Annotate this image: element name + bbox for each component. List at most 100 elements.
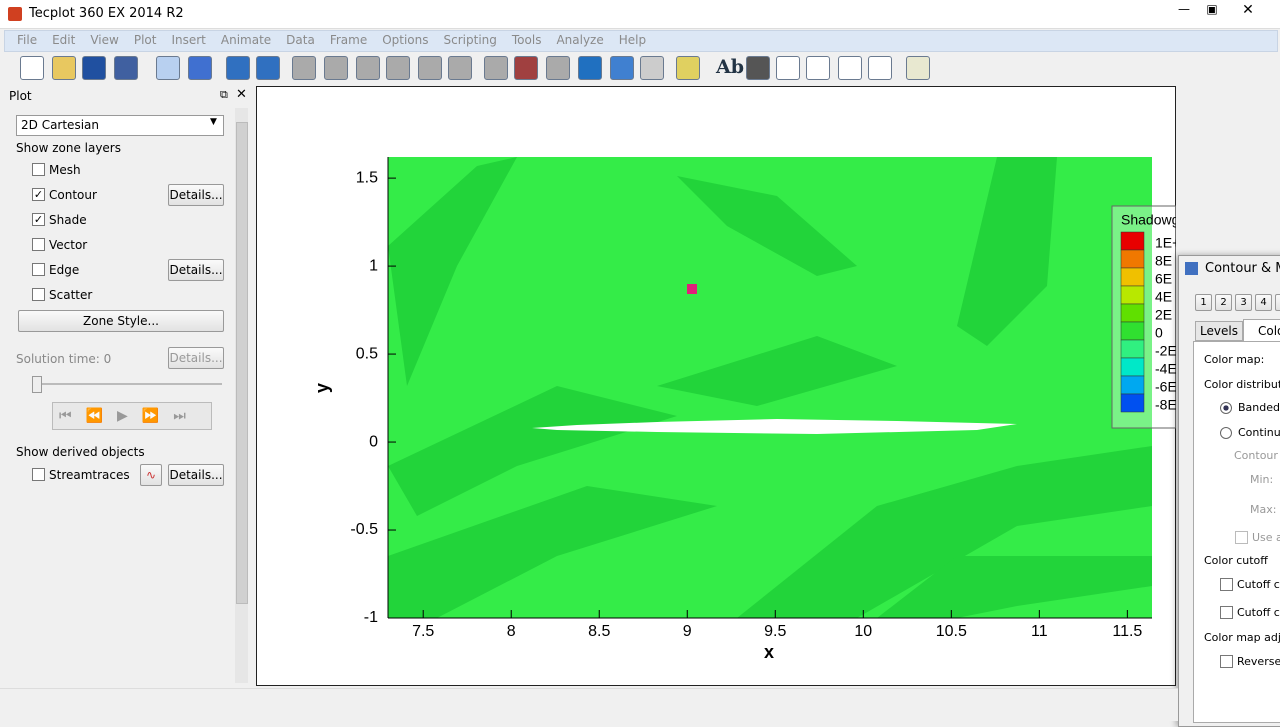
tab[interactable]: Levels	[1195, 321, 1243, 341]
x-tick-label: 9	[683, 623, 692, 640]
label: Min:	[1250, 473, 1274, 486]
menu-item[interactable]: Edit	[52, 33, 76, 47]
details-button[interactable]: Details...	[168, 464, 224, 486]
radio[interactable]	[1220, 427, 1232, 439]
toolbar-button[interactable]	[188, 56, 212, 80]
plot-type-dropdown[interactable]: 2D Cartesian ▼	[16, 115, 224, 136]
close-button[interactable]: ✕	[1242, 2, 1254, 18]
legend-swatch	[1120, 231, 1145, 251]
toolbar-button[interactable]	[906, 56, 930, 80]
section-heading: Show zone layers	[16, 141, 121, 155]
details-button[interactable]: Details...	[168, 184, 224, 206]
checkbox[interactable]	[1235, 531, 1248, 544]
checkbox[interactable]	[32, 468, 45, 481]
toolbar-button[interactable]	[546, 56, 570, 80]
time-slider[interactable]	[34, 383, 222, 385]
legend-label: 0	[1155, 325, 1163, 341]
undock-button[interactable]: ⧉	[220, 88, 228, 101]
toolbar-button[interactable]	[114, 56, 138, 80]
label: Color map:	[1204, 353, 1265, 366]
toolbar-button[interactable]	[418, 56, 442, 80]
legend-label: -4E	[1155, 361, 1176, 377]
legend-label: 4E	[1155, 289, 1172, 305]
checkbox[interactable]	[32, 238, 45, 251]
toolbar-button[interactable]	[156, 56, 180, 80]
menu-item[interactable]: Tools	[511, 33, 542, 47]
legend-label: -2E	[1155, 343, 1176, 359]
menu-item[interactable]: Help	[618, 33, 647, 47]
menu-item[interactable]: Data	[286, 33, 315, 47]
toolbar-button[interactable]	[484, 56, 508, 80]
zone-tab[interactable]: 4	[1255, 294, 1272, 311]
toolbar-button[interactable]	[52, 56, 76, 80]
toolbar-button[interactable]	[386, 56, 410, 80]
playback-controls[interactable]: ⏮⏪▶⏩⏭	[52, 402, 212, 430]
label: Reverse	[1237, 655, 1280, 668]
menu-item[interactable]: Scripting	[443, 33, 497, 47]
maximize-button[interactable]: ▣	[1206, 2, 1218, 16]
toolbar-button[interactable]	[868, 56, 892, 80]
toolbar-button[interactable]	[226, 56, 250, 80]
toolbar-button[interactable]	[82, 56, 106, 80]
sidebar-close[interactable]: ✕	[236, 87, 247, 102]
streamtrace-tool[interactable]: ∿	[140, 464, 162, 486]
slider-handle[interactable]	[32, 376, 42, 393]
zone-style-button[interactable]: Zone Style...	[18, 310, 224, 332]
checkbox[interactable]	[32, 263, 45, 276]
x-tick-label: 10	[854, 623, 872, 640]
scrollbar[interactable]	[235, 108, 248, 683]
checkbox[interactable]	[32, 163, 45, 176]
menu-item[interactable]: Plot	[133, 33, 157, 47]
toolbar-button[interactable]	[838, 56, 862, 80]
menu-item[interactable]: Insert	[171, 33, 206, 47]
layer-label: Shade	[49, 213, 87, 227]
menu-item[interactable]: Analyze	[556, 33, 604, 47]
checkbox[interactable]: ✓	[32, 188, 45, 201]
toolbar-button[interactable]	[578, 56, 602, 80]
dropdown-arrow: ▼	[210, 117, 217, 127]
toolbar-button[interactable]	[514, 56, 538, 80]
toolbar-button[interactable]	[292, 56, 316, 80]
toolbar-button[interactable]	[256, 56, 280, 80]
toolbar-button[interactable]	[610, 56, 634, 80]
menu-item[interactable]: File	[17, 33, 38, 47]
checkbox[interactable]	[1220, 578, 1233, 591]
zone-tab[interactable]: 3	[1235, 294, 1252, 311]
legend-label: -8E	[1155, 397, 1176, 413]
menu-item[interactable]: View	[90, 33, 119, 47]
tab-active[interactable]: Colo	[1243, 319, 1280, 342]
text-tool[interactable]: Ab	[716, 56, 745, 78]
minimize-button[interactable]: —	[1178, 2, 1190, 16]
y-tick-label: 0.5	[356, 345, 378, 362]
zone-tab[interactable]: 2	[1215, 294, 1232, 311]
toolbar-button[interactable]	[746, 56, 770, 80]
toolbar-button[interactable]	[806, 56, 830, 80]
checkbox[interactable]	[1220, 606, 1233, 619]
plot: Shadowgraph x y 7.588.599.51010.51111.5-…	[312, 157, 1176, 662]
y-tick-label: 1.5	[356, 169, 378, 186]
zone-tab[interactable]: 1	[1195, 294, 1212, 311]
toolbar-button[interactable]	[640, 56, 664, 80]
toolbar-button[interactable]	[324, 56, 348, 80]
layer-label: Mesh	[49, 163, 81, 177]
checkbox[interactable]	[1220, 655, 1233, 668]
toolbar-button[interactable]	[776, 56, 800, 80]
menu-item[interactable]: Frame	[329, 33, 368, 47]
menu-item[interactable]: Animate	[220, 33, 272, 47]
title-bar: Tecplot 360 EX 2014 R2 — ▣ ✕	[0, 0, 1280, 29]
toolbar-button[interactable]	[356, 56, 380, 80]
toolbar-button[interactable]	[20, 56, 44, 80]
legend-label: 2E	[1155, 307, 1172, 323]
menu-item[interactable]: Options	[382, 33, 429, 47]
scroll-thumb[interactable]	[236, 122, 248, 604]
checkbox[interactable]: ✓	[32, 213, 45, 226]
toolbar-button[interactable]	[676, 56, 700, 80]
details-button[interactable]: Details...	[168, 259, 224, 281]
checkbox[interactable]	[32, 288, 45, 301]
toolbar-button[interactable]	[448, 56, 472, 80]
zone-tab[interactable]	[1275, 294, 1280, 311]
solution-details-button[interactable]: Details...	[168, 347, 224, 369]
x-tick-label: 11.5	[1112, 623, 1142, 640]
radio-selected[interactable]	[1220, 402, 1232, 414]
